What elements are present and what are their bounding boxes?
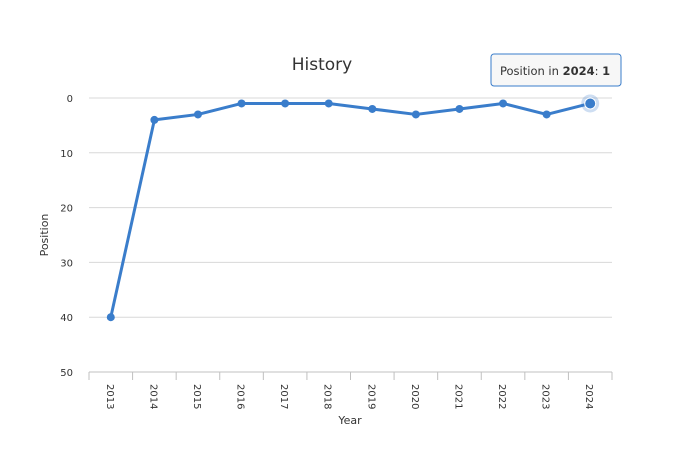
tooltip-box	[490, 53, 622, 87]
data-point[interactable]	[237, 99, 246, 108]
tooltip-prefix: Position in	[500, 64, 563, 78]
tooltip-text: Position in 2024: 1	[500, 64, 610, 78]
data-point[interactable]	[281, 99, 290, 108]
x-axis-ticks: 2013 2014 2015 2016 2017 2018 2019 2020 2021 2022…	[88, 372, 613, 409]
data-point[interactable]	[324, 99, 333, 108]
y-tick-label: 40	[60, 313, 73, 324]
y-tick-label: 20	[60, 204, 73, 215]
chart-title: History	[292, 55, 352, 75]
y-tick-label: 0	[67, 94, 73, 105]
y-tick-label: 30	[60, 258, 73, 269]
x-axis-label: Year	[337, 414, 362, 427]
data-point[interactable]	[411, 110, 420, 119]
x-tick-label: 2013	[104, 384, 115, 409]
x-tick-label: 2015	[191, 384, 202, 409]
x-tick-label: 2017	[278, 384, 289, 409]
series-line	[109, 101, 591, 318]
tooltip-year: 2024	[563, 64, 595, 78]
x-tick-label: 2021	[452, 384, 463, 409]
tooltip-value: 1	[602, 64, 610, 78]
y-tick-label: 50	[60, 368, 73, 379]
grid-lines	[89, 97, 612, 318]
data-point[interactable]	[368, 104, 377, 113]
x-tick-label: 2019	[365, 384, 376, 409]
data-point[interactable]	[150, 115, 159, 124]
data-point-highlighted[interactable]	[584, 97, 597, 110]
tooltip-separator: :	[595, 64, 603, 78]
x-tick-label: 2018	[322, 384, 333, 409]
tooltip: Position in 2024: 1	[490, 53, 622, 87]
data-point[interactable]	[542, 110, 551, 119]
data-point[interactable]	[455, 104, 464, 113]
data-point[interactable]	[499, 99, 508, 108]
x-tick-label: 2020	[409, 384, 420, 409]
x-tick-label: 2023	[540, 384, 551, 409]
x-tick-label: 2014	[147, 384, 158, 409]
y-tick-label: 10	[60, 149, 73, 160]
data-point[interactable]	[193, 110, 202, 119]
y-axis-label: Position	[38, 214, 51, 257]
y-axis-ticks: 0 10 20 30 40 50	[60, 94, 73, 379]
x-tick-label: 2024	[583, 384, 594, 409]
data-points	[106, 94, 600, 322]
data-point[interactable]	[106, 313, 115, 322]
x-tick-label: 2022	[496, 384, 507, 409]
x-tick-label: 2016	[235, 384, 246, 409]
